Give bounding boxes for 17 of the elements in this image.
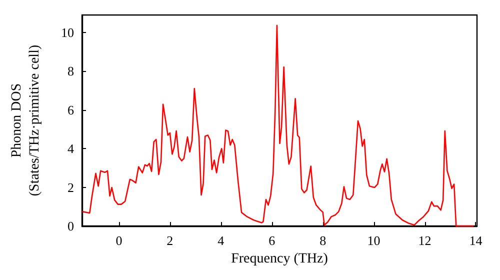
x-tick-label: 12	[418, 233, 432, 248]
x-tick-label: 0	[116, 233, 122, 248]
x-tick-label: 2	[166, 233, 174, 248]
y-tick-label: 10	[61, 24, 74, 40]
line-series	[82, 24, 474, 227]
y-axis-title: Phonon DOS (States/THz·primitive cell)	[10, 44, 42, 196]
x-tick-label: 6	[268, 233, 276, 248]
y-tick-label: 2	[68, 180, 74, 195]
x-tick-label: 14	[469, 233, 483, 248]
x-tick-label: 4	[218, 233, 225, 248]
y-tick-label: 6	[68, 102, 74, 118]
x-tick-label: 10	[367, 233, 380, 248]
x-tick-label: 8	[320, 233, 326, 248]
y-tick-label: 0	[68, 218, 74, 234]
y-tick-label: 8	[68, 64, 74, 79]
y-tick-label: 4	[68, 141, 74, 156]
x-axis-title: Frequency (THz)	[231, 251, 328, 266]
